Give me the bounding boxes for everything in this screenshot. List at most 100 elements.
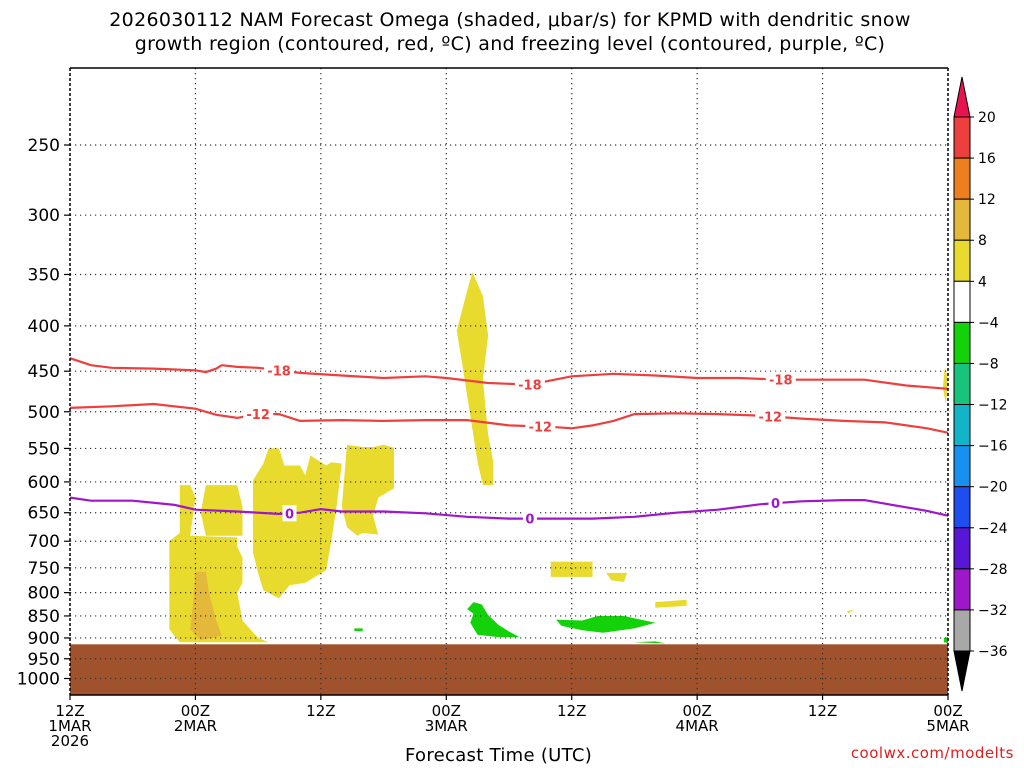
freezing-level-label: 0 xyxy=(285,507,294,522)
colorbar-label-8: −16 xyxy=(978,439,1008,455)
dgz-minus18-label-bg xyxy=(765,371,796,388)
dgz-minus12-label-bg xyxy=(243,406,274,423)
colorbar-swatch-0 xyxy=(953,116,971,159)
x-tick-label-7-0: 00Z xyxy=(933,702,962,720)
colorbar-swatch-3 xyxy=(953,239,971,282)
x-tick-label-1-1: 2MAR xyxy=(174,717,217,735)
colorbar-swatch-11 xyxy=(953,568,971,611)
colorbar-swatch-9 xyxy=(953,486,971,529)
omega-4-8-d xyxy=(341,444,394,536)
chart-title-line-2: growth region (contoured, red, ºC) and f… xyxy=(134,33,886,55)
credit-text: coolwx.com/modelts xyxy=(850,744,1014,762)
dgz-minus12-label-bg xyxy=(755,408,786,425)
dgz-minus18-label-bg xyxy=(514,376,545,393)
dgz-minus12-label-bg xyxy=(525,418,556,435)
y-tick-label-700: 700 xyxy=(28,532,60,552)
omega-4-8-g xyxy=(606,572,628,582)
omega-minus4-minus8-b xyxy=(556,616,656,633)
colorbar-label-3: 8 xyxy=(978,233,987,249)
x-tick-label-5-1: 4MAR xyxy=(676,717,719,735)
colorbar-label-5: −4 xyxy=(978,315,999,331)
colorbar-label-10: −24 xyxy=(978,521,1008,537)
y-tick-label-750: 750 xyxy=(28,559,60,579)
y-tick-label-300: 300 xyxy=(28,206,60,226)
y-tick-label-500: 500 xyxy=(28,403,60,423)
omega-minus4-minus8-d xyxy=(943,637,948,644)
omega-minus4-minus8-e xyxy=(354,628,363,632)
freezing-level-label-bg xyxy=(768,495,783,512)
contour-layer: -18 -18 -18 -12 -12 -12 0 0 0 xyxy=(70,357,948,528)
axes-layer: 2503003504004505005506006507007508008509… xyxy=(17,67,970,750)
y-tick-label-800: 800 xyxy=(28,584,60,604)
dgz-minus12-label: -12 xyxy=(529,420,553,435)
omega-shading-layer xyxy=(169,272,948,644)
x-tick-label-4-0: 12Z xyxy=(557,702,586,720)
dgz-minus18-label-bg xyxy=(264,362,295,379)
dgz-minus12-line xyxy=(70,402,948,434)
x-tick-label-3-1: 3MAR xyxy=(425,717,468,735)
omega-minus4-minus8-a xyxy=(467,602,520,638)
omega-4-8-h xyxy=(655,599,687,608)
terrain-fill xyxy=(70,644,948,695)
freezing-level-label-bg xyxy=(282,505,297,522)
chart-title: 2026030112 NAM Forecast Omega (shaded, μ… xyxy=(0,8,1020,56)
y-tick-label-250: 250 xyxy=(28,136,60,156)
terrain-layer xyxy=(70,644,948,695)
x-tick-label-2-0: 12Z xyxy=(306,702,335,720)
colorbar-swatch-1 xyxy=(953,157,971,200)
omega-8-12 xyxy=(190,571,222,641)
colorbar-label-7: −12 xyxy=(978,398,1008,414)
colorbar-swatch-12 xyxy=(953,609,971,652)
freezing-level-label-bg xyxy=(522,510,537,527)
y-tick-label-650: 650 xyxy=(28,504,60,524)
x-tick-label-0-0: 12Z xyxy=(55,702,84,720)
y-tick-label-900: 900 xyxy=(28,629,60,649)
dgz-minus18-label: -18 xyxy=(518,379,542,394)
dgz-minus12-label: -12 xyxy=(759,410,783,425)
colorbar-label-0: 20 xyxy=(978,110,996,126)
chart-title-line-1: 2026030112 NAM Forecast Omega (shaded, μ… xyxy=(109,9,911,31)
colorbar-label-13: −36 xyxy=(978,644,1008,660)
colorbar-swatch-5 xyxy=(953,321,971,364)
dgz-minus18-label: -18 xyxy=(769,374,793,389)
colorbar-label-11: −28 xyxy=(978,562,1008,578)
omega-4-8-f xyxy=(550,561,593,577)
y-tick-label-400: 400 xyxy=(28,317,60,337)
x-tick-label-0-1: 1MAR xyxy=(48,717,91,735)
colorbar-label-4: 4 xyxy=(978,274,987,290)
omega-4-8-i xyxy=(846,609,854,614)
y-tick-label-350: 350 xyxy=(28,265,60,285)
colorbar-label-1: 16 xyxy=(978,151,996,167)
y-tick-label-950: 950 xyxy=(28,650,60,670)
colorbar-swatch-2 xyxy=(953,198,971,241)
colorbar-top-arrow xyxy=(953,76,971,118)
y-tick-label-1000: 1000 xyxy=(17,670,60,690)
omega-minus4-minus8-c xyxy=(634,641,666,644)
x-tick-label-7-1: 5MAR xyxy=(926,717,969,735)
colorbar-label-9: −20 xyxy=(978,480,1008,496)
y-tick-label-450: 450 xyxy=(28,362,60,382)
colorbar-bottom-arrow xyxy=(953,650,971,692)
colorbar-swatch-4 xyxy=(953,280,971,323)
x-axis-title: Forecast Time (UTC) xyxy=(405,745,593,766)
colorbar-label-12: −32 xyxy=(978,603,1008,619)
y-tick-label-550: 550 xyxy=(28,439,60,459)
x-tick-label-0-2: 2026 xyxy=(51,732,89,750)
x-tick-label-6-0: 12Z xyxy=(808,702,837,720)
colorbar-swatch-8 xyxy=(953,445,971,488)
y-tick-label-850: 850 xyxy=(28,607,60,627)
omega-4-8-e xyxy=(456,272,494,486)
colorbar-swatch-6 xyxy=(953,362,971,406)
omega-4-8-j xyxy=(942,366,948,404)
freezing-level-label: 0 xyxy=(771,497,780,512)
dgz-minus18-line xyxy=(70,357,948,390)
colorbar-swatch-7 xyxy=(953,404,971,447)
y-tick-label-600: 600 xyxy=(28,473,60,493)
x-tick-label-5-0: 00Z xyxy=(682,702,711,720)
omega-4-8-c xyxy=(252,448,342,599)
dgz-minus18-label: -18 xyxy=(267,364,291,379)
x-tick-label-3-0: 00Z xyxy=(432,702,461,720)
colorbar-label-6: −8 xyxy=(978,356,999,372)
freezing-level-label: 0 xyxy=(525,513,534,528)
